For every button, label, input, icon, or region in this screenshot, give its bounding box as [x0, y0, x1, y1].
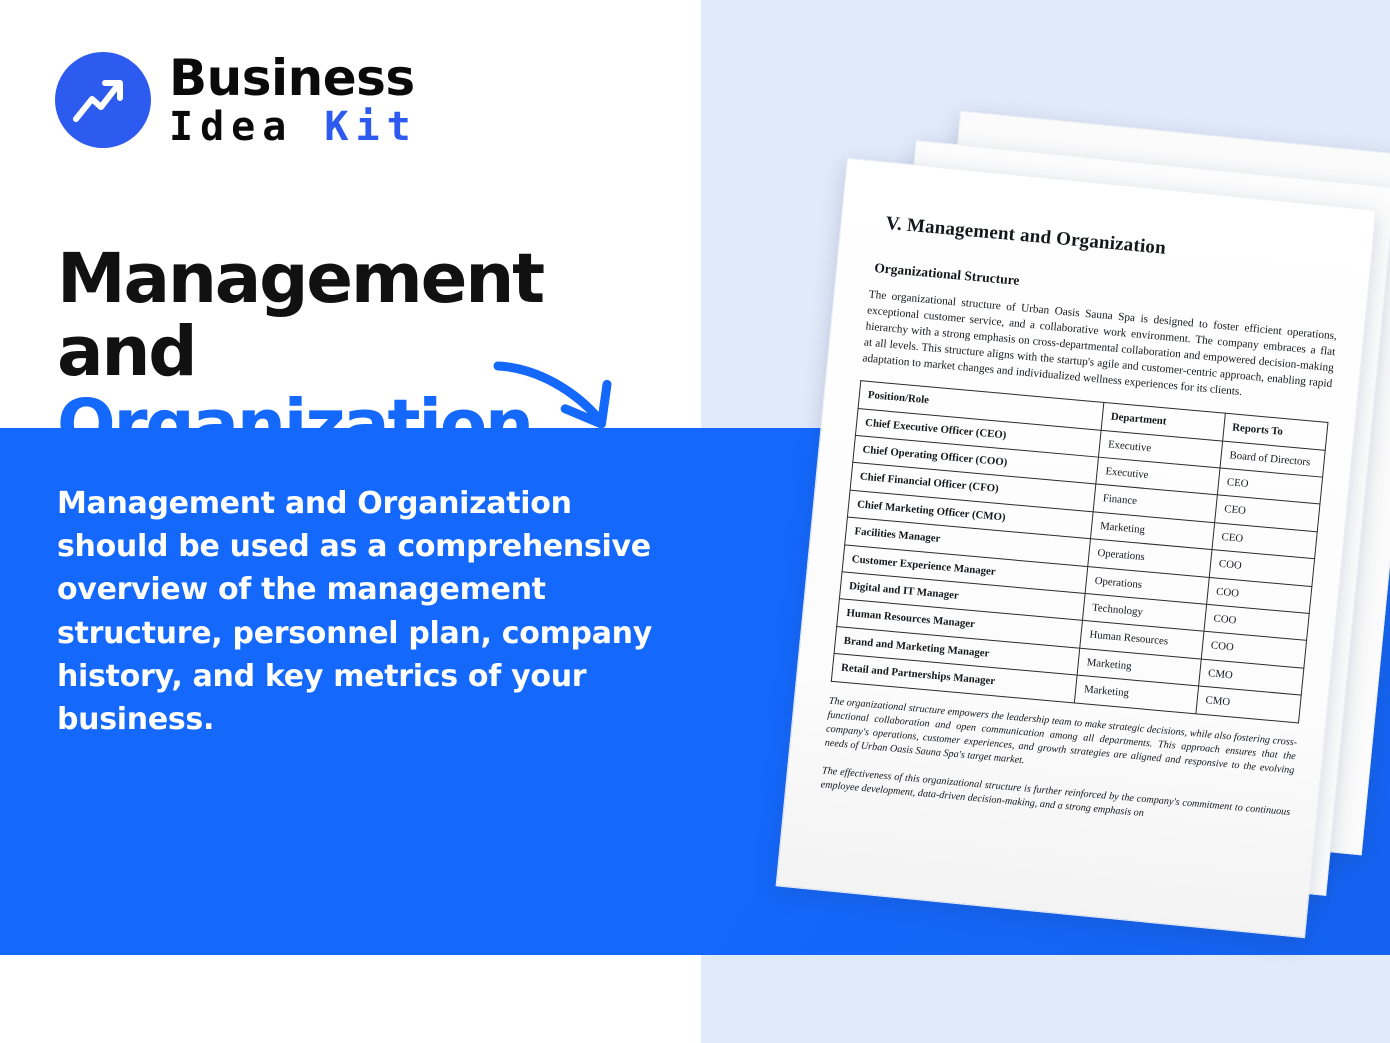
- document-sheet-front[interactable]: V. Management and Organization Organizat…: [775, 157, 1377, 939]
- panel-description: Management and Organization should be us…: [57, 486, 652, 737]
- brand-logo[interactable]: Business Idea Kit: [55, 52, 418, 148]
- brand-wordmark: Business Idea Kit: [169, 53, 418, 147]
- org-structure-table-body: Chief Executive Officer (CEO) Executive Bo…: [831, 408, 1326, 723]
- growth-chart-arrow-icon: [55, 52, 151, 148]
- org-structure-table: Position/Role Department Reports To Chie…: [831, 380, 1329, 723]
- page-title: Management and Organization: [57, 239, 697, 466]
- page-title-line2: Organization: [57, 385, 534, 466]
- brand-line-business: Business: [169, 49, 415, 107]
- background-white-bottom-left: [0, 955, 701, 1043]
- page-title-line1: Management and: [57, 239, 545, 393]
- brand-kit-text: Kit: [324, 104, 418, 150]
- document-stack[interactable]: V. Management and Organization Organizat…: [770, 110, 1390, 939]
- brand-idea-text: Idea: [169, 104, 325, 150]
- brand-line-idea-kit: Idea Kit: [169, 107, 418, 147]
